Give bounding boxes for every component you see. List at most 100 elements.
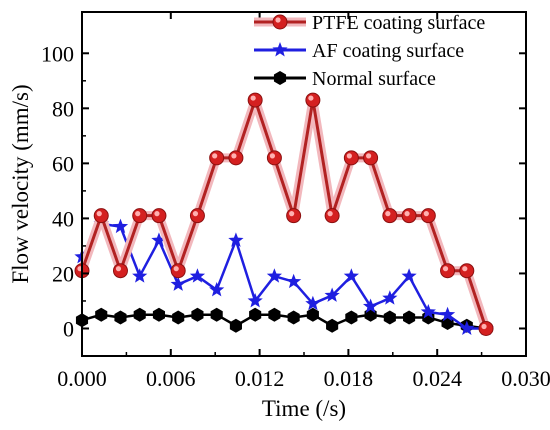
legend-item: AF coating surface xyxy=(254,40,464,62)
data-point xyxy=(382,290,398,305)
x-tick-label: 0.006 xyxy=(146,366,196,391)
x-tick-label: 0.024 xyxy=(412,366,462,391)
legend-label: AF coating surface xyxy=(312,40,464,62)
y-tick-label: 80 xyxy=(52,96,74,121)
data-point-highlight xyxy=(442,266,449,272)
data-point xyxy=(326,318,339,333)
data-point-highlight xyxy=(250,95,256,101)
data-point-highlight xyxy=(173,266,179,272)
y-tick-label: 0 xyxy=(63,316,74,341)
legend-label: Normal surface xyxy=(312,68,436,90)
x-tick-label: 0.030 xyxy=(501,366,550,391)
data-point xyxy=(228,232,244,247)
data-point xyxy=(306,307,319,322)
data-point-highlight xyxy=(346,153,352,159)
data-point xyxy=(439,306,456,322)
data-point xyxy=(249,307,262,322)
data-point xyxy=(228,150,244,166)
data-point xyxy=(459,263,475,279)
plot-frame xyxy=(81,11,527,357)
data-point xyxy=(343,268,359,283)
data-point-highlight xyxy=(481,323,487,330)
data-point xyxy=(286,273,302,289)
legend-marker xyxy=(273,71,287,85)
axis-ticks: 0.000 0.006 0.012 0.018 0.024 0.030 0 20 40 60 80 1… xyxy=(41,12,550,391)
data-point xyxy=(114,310,127,325)
data-point-highlight xyxy=(231,153,237,159)
y-axis-title: Flow velocity (mm/s) xyxy=(8,84,33,283)
data-point xyxy=(362,298,379,313)
data-point xyxy=(343,150,359,166)
data-point-highlight xyxy=(462,266,468,272)
data-point-highlight xyxy=(96,211,102,217)
data-point xyxy=(210,307,223,322)
data-point xyxy=(191,307,204,322)
data-point xyxy=(189,208,205,224)
y-tick-label: 20 xyxy=(52,261,74,286)
data-point xyxy=(440,263,456,279)
data-point xyxy=(170,276,186,291)
data-point-highlight xyxy=(385,211,391,217)
data-point xyxy=(151,208,167,224)
series-line xyxy=(80,222,487,330)
data-point xyxy=(247,92,263,108)
data-point xyxy=(112,218,129,234)
data-point xyxy=(95,307,108,322)
legend-marker-highlight xyxy=(275,17,281,23)
data-point xyxy=(229,318,242,333)
data-point xyxy=(266,268,283,283)
data-point xyxy=(305,92,321,108)
data-point xyxy=(459,320,475,335)
legend-item: PTFE coating surface xyxy=(254,12,485,34)
data-point xyxy=(363,150,379,166)
data-point xyxy=(172,310,185,325)
data-point xyxy=(324,208,340,224)
data-point xyxy=(345,310,358,325)
data-point xyxy=(420,208,436,224)
data-point xyxy=(401,268,417,283)
data-point xyxy=(247,292,263,308)
data-point-highlight xyxy=(135,211,141,217)
data-point-highlight xyxy=(327,211,333,217)
y-tick-label: 40 xyxy=(52,206,74,231)
data-point-highlight xyxy=(115,266,122,272)
x-axis-title: Time (/s) xyxy=(262,396,346,421)
data-point xyxy=(266,150,282,166)
data-point xyxy=(401,208,417,224)
data-point xyxy=(286,208,302,224)
data-point xyxy=(133,307,146,322)
data-point xyxy=(152,307,166,322)
data-point xyxy=(132,208,148,224)
x-tick-label: 0.000 xyxy=(57,366,107,391)
data-point xyxy=(287,310,300,325)
data-point xyxy=(478,320,494,336)
legend-label: PTFE coating surface xyxy=(312,12,485,34)
data-point-highlight xyxy=(192,211,199,217)
legend: PTFE coating surface AF coating surface No… xyxy=(254,12,485,90)
x-tick-label: 0.018 xyxy=(324,366,374,391)
data-point xyxy=(170,263,186,279)
data-point xyxy=(324,287,340,302)
data-point xyxy=(383,310,396,325)
y-tick-label: 60 xyxy=(52,151,74,176)
data-point-highlight xyxy=(269,153,275,159)
data-point xyxy=(403,310,416,325)
plot-marks xyxy=(74,92,494,336)
data-point xyxy=(305,295,321,311)
legend-marker xyxy=(272,14,288,30)
data-point-highlight xyxy=(212,153,218,159)
y-tick-label: 100 xyxy=(41,41,74,66)
legend-item: Normal surface xyxy=(254,68,436,90)
data-point xyxy=(209,281,225,297)
legend-marker xyxy=(272,42,288,57)
data-point-highlight xyxy=(289,211,295,217)
data-point xyxy=(151,232,167,247)
series-line xyxy=(81,313,487,330)
series-2 xyxy=(75,307,493,336)
data-point xyxy=(189,268,206,283)
series-0 xyxy=(74,92,494,336)
x-tick-label: 0.012 xyxy=(235,366,285,391)
data-point-highlight xyxy=(154,211,160,217)
data-point-highlight xyxy=(423,211,429,217)
